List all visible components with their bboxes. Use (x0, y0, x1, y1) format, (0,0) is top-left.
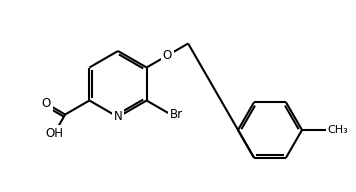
Text: Br: Br (170, 108, 183, 121)
Text: CH₃: CH₃ (327, 125, 348, 135)
Text: O: O (163, 49, 172, 62)
Text: N: N (114, 111, 122, 123)
Text: OH: OH (45, 127, 63, 140)
Text: O: O (42, 97, 51, 110)
